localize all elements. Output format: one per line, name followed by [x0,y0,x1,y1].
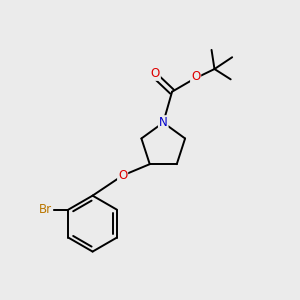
Text: N: N [159,116,168,129]
Text: O: O [191,70,200,83]
Text: Br: Br [39,203,52,216]
Text: O: O [118,169,127,182]
Text: O: O [151,67,160,80]
